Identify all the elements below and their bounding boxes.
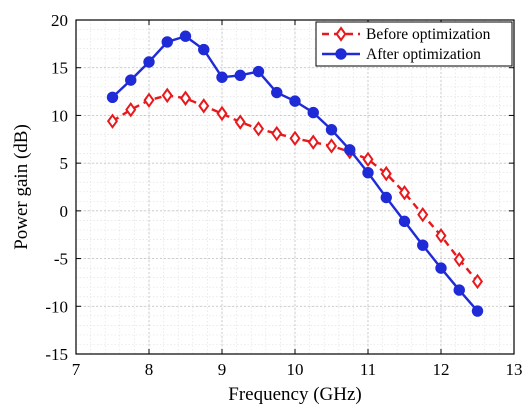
legend-label-after-optimization: After optimization bbox=[366, 46, 481, 63]
data-point-circle bbox=[252, 65, 265, 78]
legend-label-before-optimization: Before optimization bbox=[366, 26, 491, 43]
data-point-diamond bbox=[198, 98, 210, 114]
data-point-diamond bbox=[234, 114, 246, 130]
series-before-optimization bbox=[106, 87, 484, 290]
data-point-circle bbox=[362, 166, 374, 179]
data-point-circle bbox=[435, 262, 447, 274]
data-point-circle bbox=[143, 56, 155, 68]
data-point-circle bbox=[271, 86, 283, 99]
x-axis-tick-labels: 7 8 9 10 11 12 13 bbox=[72, 360, 523, 379]
legend-marker-circle bbox=[335, 48, 347, 60]
y-tick-label: -10 bbox=[45, 297, 68, 316]
data-point-circle bbox=[398, 215, 411, 228]
data-point-diamond bbox=[216, 105, 228, 122]
data-point-circle bbox=[179, 30, 192, 42]
data-point-circle bbox=[216, 71, 228, 83]
data-point-circle bbox=[106, 91, 119, 103]
data-point-diamond bbox=[106, 113, 119, 129]
data-point-diamond bbox=[417, 206, 429, 223]
y-tick-label: 5 bbox=[60, 154, 69, 173]
data-point-diamond bbox=[453, 251, 465, 268]
data-point-diamond bbox=[471, 273, 484, 290]
data-point-circle bbox=[344, 144, 356, 156]
data-point-diamond bbox=[307, 134, 319, 150]
data-point-diamond bbox=[435, 227, 447, 244]
series-layer bbox=[106, 30, 484, 317]
data-point-circle bbox=[198, 43, 210, 56]
data-point-diamond bbox=[289, 130, 301, 147]
y-tick-label: -5 bbox=[54, 250, 68, 269]
data-point-circle bbox=[234, 69, 246, 82]
data-point-diamond bbox=[325, 138, 338, 154]
y-tick-label: 20 bbox=[51, 11, 68, 30]
legend: Before optimization After optimization bbox=[315, 21, 513, 67]
data-point-diamond bbox=[362, 151, 374, 168]
y-axis-title: Power gain (dB) bbox=[11, 124, 32, 250]
data-point-circle bbox=[325, 124, 338, 136]
data-point-diamond bbox=[161, 87, 173, 104]
data-point-diamond bbox=[252, 121, 265, 137]
legend-entry-after-optimization: After optimization bbox=[322, 46, 481, 63]
y-tick-label: 10 bbox=[51, 106, 68, 125]
x-tick-label: 11 bbox=[360, 360, 376, 379]
legend-marker-diamond bbox=[335, 26, 347, 42]
data-point-circle bbox=[161, 36, 173, 48]
y-axis-tick-labels: -15 -10 -5 0 5 10 15 20 bbox=[45, 11, 68, 364]
x-tick-label: 13 bbox=[506, 360, 523, 379]
series-after-optimization bbox=[106, 30, 484, 317]
data-point-circle bbox=[289, 95, 301, 107]
x-axis-title: Frequency (GHz) bbox=[228, 384, 361, 405]
data-point-diamond bbox=[398, 185, 411, 201]
data-point-circle bbox=[380, 191, 392, 204]
data-point-diamond bbox=[179, 90, 192, 106]
data-point-diamond bbox=[380, 165, 392, 182]
axis-tick-marks bbox=[75, 19, 515, 355]
y-tick-label: 15 bbox=[51, 59, 68, 78]
data-point-circle bbox=[471, 305, 484, 317]
data-point-circle bbox=[417, 239, 429, 251]
data-point-diamond bbox=[125, 101, 137, 118]
legend-entry-before-optimization: Before optimization bbox=[322, 26, 491, 43]
x-tick-label: 12 bbox=[433, 360, 450, 379]
legend-box bbox=[315, 21, 513, 67]
data-point-diamond bbox=[143, 92, 155, 108]
data-point-diamond bbox=[271, 125, 283, 142]
x-tick-label: 10 bbox=[287, 360, 304, 379]
x-tick-label: 8 bbox=[145, 360, 154, 379]
data-point-circle bbox=[125, 74, 137, 86]
x-tick-label: 9 bbox=[218, 360, 227, 379]
y-tick-label: -15 bbox=[45, 345, 68, 364]
y-tick-label: 0 bbox=[60, 202, 69, 221]
data-point-circle bbox=[307, 106, 319, 119]
data-point-circle bbox=[453, 284, 465, 296]
x-tick-label: 7 bbox=[72, 360, 81, 379]
